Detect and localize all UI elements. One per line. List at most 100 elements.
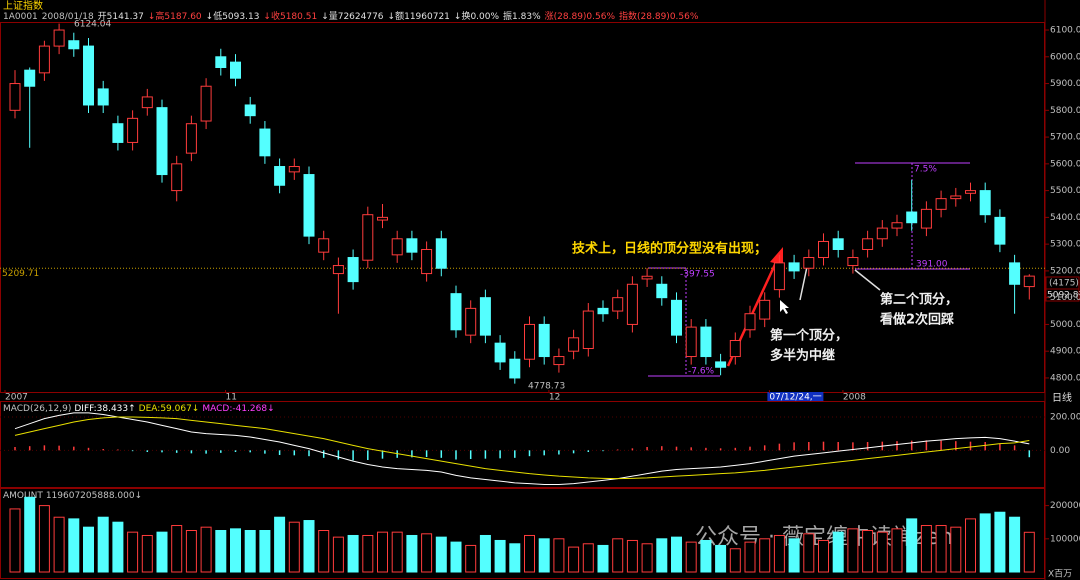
volume-bar [112,521,124,573]
y-tick-label: 0.00 [1050,446,1070,456]
candle-body [803,257,815,269]
volume-bar [318,530,330,573]
y-tick-label: 200000 [1050,501,1080,511]
volume-bar [906,518,918,573]
period-label: 日线 [1052,391,1072,404]
candle-body [24,69,36,87]
macd-line [14,416,1030,480]
annotation: 技术上，日线的顶分型没有出现； [572,241,767,257]
volume-bar [715,544,727,573]
volume-bar [156,531,168,573]
info-item: ↓低5093.13 [206,10,260,22]
volume-bar [259,530,271,573]
candle-body [847,257,859,267]
volume-bar [935,525,947,573]
volume-bar [38,505,50,573]
volume-name: AMOUNT [3,491,43,501]
candle-body [759,299,771,320]
candle-body [788,262,800,272]
volume-bar [53,516,65,573]
volume-bar [141,534,153,573]
candle-body [9,83,21,111]
volume-bar [421,533,433,573]
candle-body [127,117,139,143]
candle-body [626,283,638,325]
candle-body [891,222,903,229]
volume-bar [185,530,197,573]
measure-label: 7.5% [914,165,937,175]
candle-body [950,195,962,200]
candle-body [509,358,521,379]
macd-value: MACD:-41.268↓ [202,404,274,414]
y-tick-label: 5100.00 [1050,293,1080,303]
volume-bar [24,496,36,573]
index-title: 上证指数 [3,0,43,12]
volume-bar [97,516,109,573]
info-item: ↓收5180.51 [263,10,317,22]
candle-body [171,163,183,192]
volume-bar [920,525,932,573]
candle-body [935,198,947,210]
candle-body [494,342,506,363]
volume-bar [230,528,241,573]
volume-bar [847,528,859,573]
annotation: 第二个顶分， [880,292,958,308]
macd-title: MACD(26,12,9) DIFF:38.433↑ DEA:59.067↓ MACD… [3,404,275,414]
measure-label: 391.00 [916,260,948,270]
candle-body [68,40,80,50]
candle-body [362,214,374,261]
volume-bar [524,534,535,573]
candle-body [979,190,991,216]
volume-bar [832,531,844,573]
volume-bar [362,534,374,573]
y-tick-label: 5400.00 [1050,213,1080,223]
volume-bar [553,538,565,573]
measure-label: -397.55 [680,270,715,280]
volume-title: AMOUNT 119607205888.000↓ [3,491,142,501]
volume-bar [759,538,771,573]
volume-bar [465,544,477,573]
volume-bar [994,511,1006,573]
volume-bar [200,526,212,573]
candle-body [97,88,109,106]
volume-bar [685,541,697,573]
info-item: 涨(28.89)0.56% [545,11,616,22]
candle-body [200,85,212,122]
candle-body [832,238,844,250]
volume-bar [538,538,550,573]
annotation: 多半为中继 [770,348,835,364]
candle-body [715,361,727,368]
info-item: 1A0001 [3,12,38,22]
info-item: 2008/01/18 [42,12,94,22]
candle-body [406,238,418,253]
candle-body [38,45,50,74]
info-item: ↓量72624776 [321,11,384,22]
y-tick-label: 5000.00 [1050,320,1080,330]
volume-bar [83,526,94,573]
volume-bar [127,531,139,573]
candle-body [288,166,300,173]
candle-body [450,293,462,331]
volume-bar [788,538,800,573]
volume-bar [641,543,653,573]
info-item: 振1.83% [503,10,541,22]
candle-body [465,307,477,336]
candle-body [230,61,241,79]
candle-body [185,123,197,154]
volume-bar [671,536,682,573]
candle-body [582,310,594,350]
reference-label: 5209.71 [2,269,39,279]
candle-body [553,356,565,366]
candle-body [671,299,682,336]
candle-body [274,166,286,186]
annotation: 第一个顶分， [770,328,848,344]
macd-line [14,412,1030,485]
candle-body [965,190,976,194]
volume-bar [626,539,638,573]
candle-body [1023,275,1035,288]
candle-body [818,240,829,259]
volume-bar [244,530,256,573]
volume-bar [347,534,359,573]
volume-bar [979,513,991,573]
